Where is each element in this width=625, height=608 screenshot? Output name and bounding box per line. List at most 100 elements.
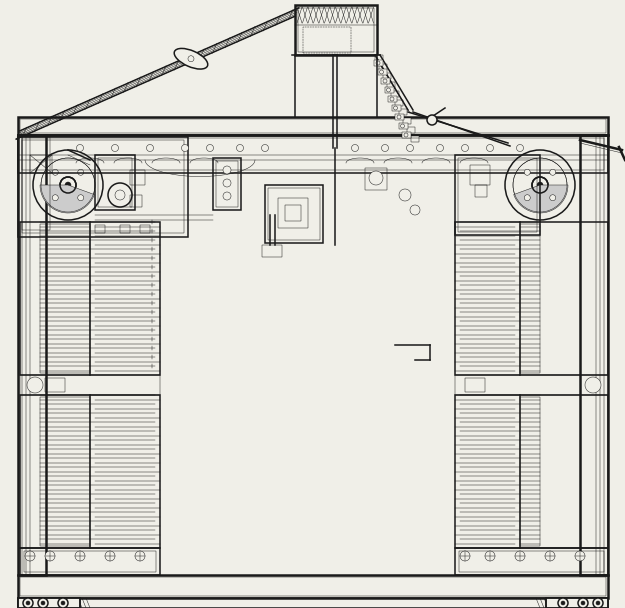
Circle shape — [585, 377, 601, 393]
Bar — [403, 118, 411, 124]
Circle shape — [236, 145, 244, 151]
Circle shape — [545, 551, 555, 561]
Circle shape — [550, 195, 556, 201]
Bar — [20, 577, 606, 596]
Bar — [391, 105, 401, 111]
Circle shape — [537, 182, 543, 188]
Circle shape — [485, 551, 495, 561]
Circle shape — [108, 183, 132, 207]
Circle shape — [25, 551, 35, 561]
Bar — [216, 161, 238, 207]
Circle shape — [223, 179, 231, 187]
Circle shape — [41, 601, 45, 605]
Circle shape — [524, 169, 530, 175]
Circle shape — [78, 195, 84, 201]
Bar — [40, 224, 90, 373]
Bar — [520, 224, 540, 373]
Bar — [262, 245, 282, 257]
Bar — [20, 375, 160, 395]
Bar — [18, 117, 608, 135]
Circle shape — [390, 97, 394, 101]
Bar — [387, 82, 395, 88]
Bar — [18, 598, 80, 608]
Bar — [455, 548, 608, 575]
Bar — [120, 225, 130, 233]
Bar — [20, 222, 160, 375]
Ellipse shape — [174, 49, 208, 69]
Circle shape — [52, 195, 58, 201]
Circle shape — [75, 551, 85, 561]
Circle shape — [575, 551, 585, 561]
Bar — [399, 109, 407, 115]
Circle shape — [78, 169, 84, 175]
Circle shape — [26, 601, 30, 605]
Circle shape — [58, 598, 68, 608]
Bar — [18, 598, 80, 608]
Bar — [95, 155, 135, 210]
Bar — [45, 378, 65, 392]
Circle shape — [261, 145, 269, 151]
Circle shape — [379, 70, 384, 74]
Circle shape — [386, 88, 391, 92]
Circle shape — [516, 145, 524, 151]
Bar — [213, 158, 241, 210]
Circle shape — [406, 145, 414, 151]
Bar — [546, 598, 608, 608]
Circle shape — [427, 115, 437, 125]
Bar — [407, 127, 415, 133]
Circle shape — [76, 145, 84, 151]
Circle shape — [146, 145, 154, 151]
Circle shape — [578, 598, 588, 608]
Bar — [381, 78, 390, 84]
Bar — [130, 170, 145, 185]
Bar — [391, 91, 399, 97]
Bar — [374, 60, 383, 66]
Circle shape — [65, 182, 71, 188]
Bar — [384, 87, 394, 93]
Circle shape — [135, 551, 145, 561]
Bar — [295, 5, 377, 55]
Bar — [95, 225, 105, 233]
Bar — [459, 551, 604, 572]
Circle shape — [351, 145, 359, 151]
Bar — [265, 185, 323, 243]
Circle shape — [486, 145, 494, 151]
Circle shape — [115, 190, 125, 200]
Circle shape — [524, 195, 530, 201]
Circle shape — [460, 551, 470, 561]
Circle shape — [23, 598, 33, 608]
Circle shape — [550, 169, 556, 175]
Bar — [395, 114, 404, 120]
Bar — [40, 397, 90, 546]
Circle shape — [581, 601, 585, 605]
Circle shape — [515, 551, 525, 561]
Circle shape — [38, 598, 48, 608]
Bar — [465, 378, 485, 392]
Circle shape — [383, 79, 387, 83]
Circle shape — [461, 145, 469, 151]
Bar — [475, 185, 487, 197]
Circle shape — [394, 106, 398, 110]
Circle shape — [399, 189, 411, 201]
Bar — [268, 188, 320, 240]
Bar — [22, 137, 50, 230]
Circle shape — [27, 377, 43, 393]
Circle shape — [436, 145, 444, 151]
Bar — [383, 73, 391, 79]
Circle shape — [52, 169, 58, 175]
Circle shape — [397, 115, 401, 119]
Circle shape — [188, 56, 194, 62]
Bar — [278, 198, 308, 228]
Circle shape — [111, 145, 119, 151]
Circle shape — [558, 598, 568, 608]
Circle shape — [381, 145, 389, 151]
Circle shape — [223, 166, 231, 174]
Bar — [98, 158, 132, 207]
Bar — [140, 225, 150, 233]
Bar — [285, 205, 301, 221]
Bar — [455, 395, 608, 548]
Bar — [455, 155, 540, 235]
Bar — [546, 598, 608, 608]
Bar — [20, 119, 606, 133]
Bar — [458, 158, 537, 232]
